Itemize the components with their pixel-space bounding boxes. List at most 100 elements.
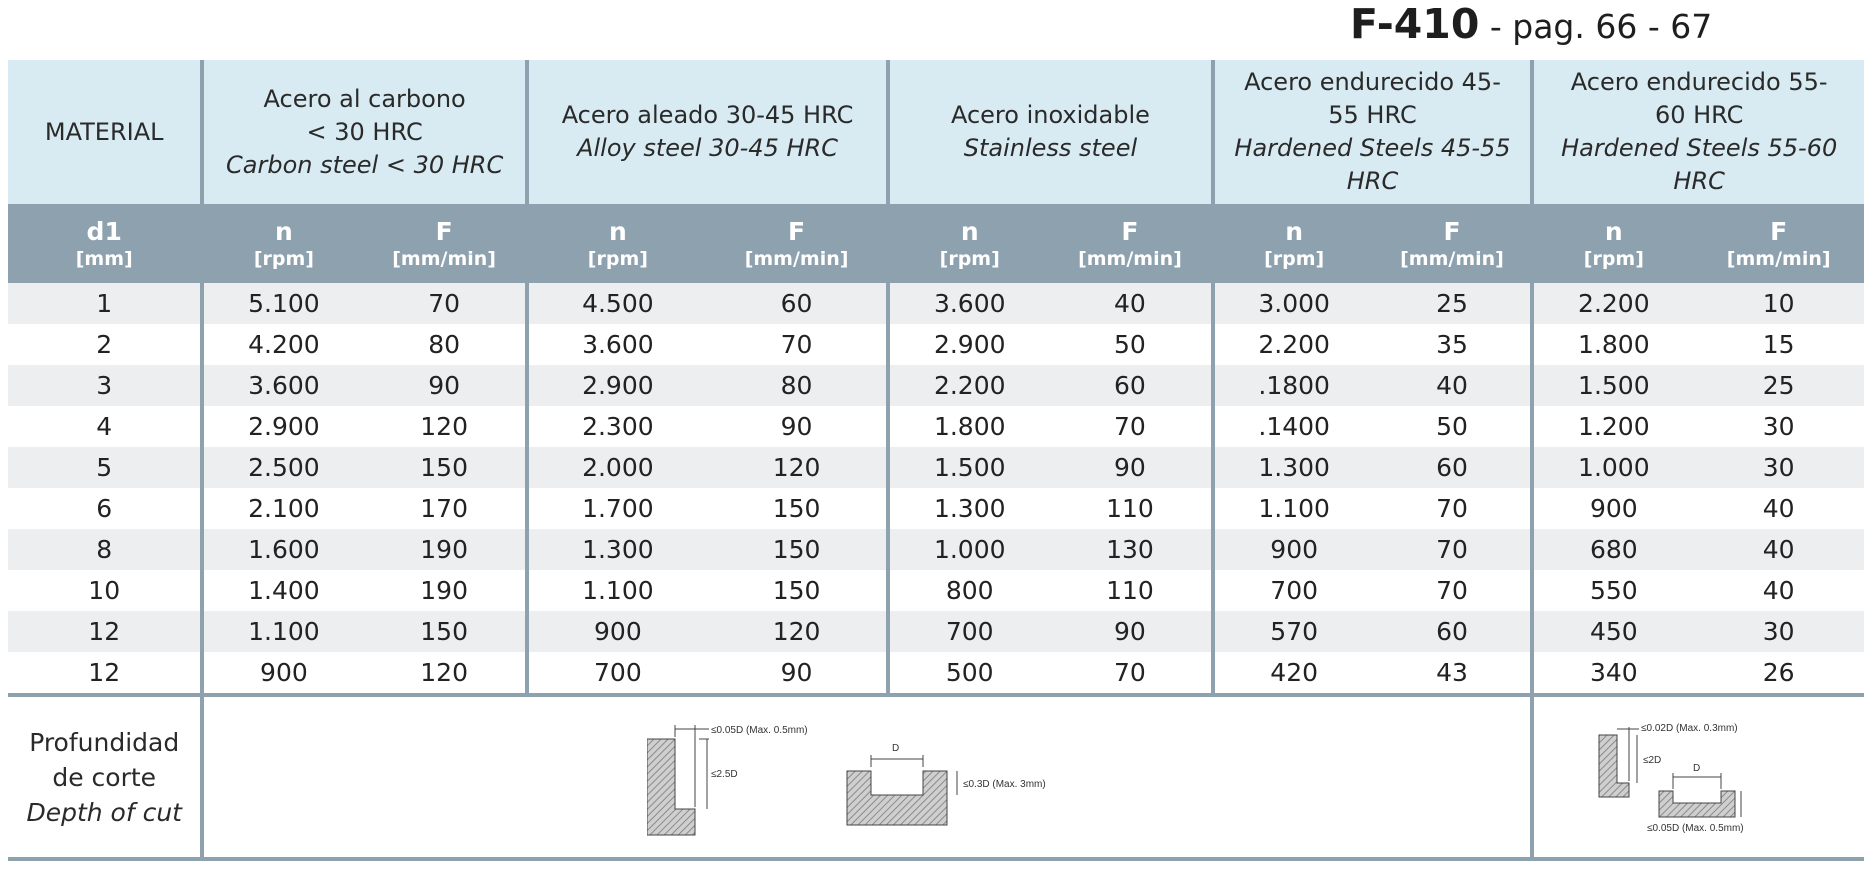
feed-cell: 90 bbox=[706, 652, 889, 697]
rpm-cell: 800 bbox=[886, 570, 1050, 611]
rpm-cell: 1.300 bbox=[1210, 447, 1374, 488]
n-header: n [rpm] bbox=[886, 204, 1050, 283]
material-alloy-steel: Acero aleado 30-45 HRC Alloy steel 30-45… bbox=[524, 60, 889, 204]
hard-d-label: D bbox=[1693, 763, 1700, 774]
rpm-cell: 2.300 bbox=[524, 406, 707, 447]
feed-cell: 90 bbox=[706, 406, 889, 447]
feed-cell: 120 bbox=[363, 652, 527, 697]
rpm-cell: 680 bbox=[1530, 529, 1694, 570]
n-header: n [rpm] bbox=[200, 204, 364, 283]
rpm-cell: .1400 bbox=[1210, 406, 1374, 447]
table-row: 8 1.600 190 1.300 150 1.000 130 900 70 680 40 bbox=[8, 529, 1864, 570]
table-row: 2 4.200 80 3.600 70 2.900 50 2.200 35 1.800 15 bbox=[8, 324, 1864, 365]
feed-cell: 70 bbox=[1049, 406, 1213, 447]
diameter-cell: 8 bbox=[8, 529, 203, 570]
rpm-cell: 3.600 bbox=[886, 283, 1050, 324]
rpm-cell: 2.200 bbox=[886, 365, 1050, 406]
rpm-cell: 900 bbox=[1210, 529, 1374, 570]
rpm-cell: 3.000 bbox=[1210, 283, 1374, 324]
feed-cell: 25 bbox=[1693, 365, 1864, 406]
feed-cell: 60 bbox=[1373, 447, 1533, 488]
diameter-cell: 3 bbox=[8, 365, 203, 406]
feed-cell: 60 bbox=[706, 283, 889, 324]
table-row: 12 900 120 700 90 500 70 420 43 340 26 bbox=[8, 652, 1864, 697]
rpm-cell: 4.500 bbox=[524, 283, 707, 324]
rpm-cell: 500 bbox=[886, 652, 1050, 697]
n-header: n [rpm] bbox=[524, 204, 707, 283]
material-stainless-steel: Acero inoxidable Stainless steel bbox=[886, 60, 1213, 204]
feed-cell: 70 bbox=[1373, 570, 1533, 611]
rpm-cell: 570 bbox=[1210, 611, 1374, 652]
diameter-cell: 6 bbox=[8, 488, 203, 529]
rpm-cell: 1.700 bbox=[524, 488, 707, 529]
f-header: F [mm/min] bbox=[1049, 204, 1213, 283]
rpm-cell: 1.500 bbox=[1530, 365, 1694, 406]
cutting-data-table: MATERIAL Acero al carbono < 30 HRC Carbo… bbox=[8, 60, 1864, 861]
rpm-cell: 900 bbox=[1530, 488, 1694, 529]
rpm-cell: 420 bbox=[1210, 652, 1374, 697]
side-top-label: ≤0.05D (Max. 0.5mm) bbox=[711, 725, 808, 736]
hard-bottom-label: ≤0.05D (Max. 0.5mm) bbox=[1647, 823, 1744, 834]
hard-side-label: ≤2D bbox=[1643, 755, 1661, 766]
table-row: 10 1.400 190 1.100 150 800 110 700 70 550 40 bbox=[8, 570, 1864, 611]
rpm-cell: 2.100 bbox=[200, 488, 364, 529]
feed-cell: 60 bbox=[1049, 365, 1213, 406]
feed-cell: 70 bbox=[1373, 529, 1533, 570]
feed-cell: 70 bbox=[1373, 488, 1533, 529]
rpm-cell: 1.000 bbox=[1530, 447, 1694, 488]
rpm-cell: 5.100 bbox=[200, 283, 364, 324]
f-header: F [mm/min] bbox=[363, 204, 527, 283]
feed-cell: 70 bbox=[1049, 652, 1213, 697]
unit-header-row: d1 [mm] n [rpm] F [mm/min] n [rpm] F [mm/min]… bbox=[8, 204, 1864, 283]
feed-cell: 60 bbox=[1373, 611, 1533, 652]
f-header: F [mm/min] bbox=[1693, 204, 1864, 283]
feed-cell: 150 bbox=[363, 447, 527, 488]
table-row: 12 1.100 150 900 120 700 90 570 60 450 30 bbox=[8, 611, 1864, 652]
feed-cell: 80 bbox=[706, 365, 889, 406]
rpm-cell: 1.800 bbox=[1530, 324, 1694, 365]
d1-header: d1 [mm] bbox=[8, 204, 203, 283]
material-hardened-45-55: Acero endurecido 45- 55 HRC Hardened Ste… bbox=[1210, 60, 1533, 204]
rpm-cell: 900 bbox=[524, 611, 707, 652]
feed-cell: 30 bbox=[1693, 447, 1864, 488]
table-row: 4 2.900 120 2.300 90 1.800 70.1400 50 1.200 30 bbox=[8, 406, 1864, 447]
feed-cell: 25 bbox=[1373, 283, 1533, 324]
feed-cell: 26 bbox=[1693, 652, 1864, 697]
product-code: F-410 bbox=[1350, 0, 1480, 48]
side-milling-diagram: ≤0.05D (Max. 0.5mm) ≤2.5D D ≤0.3D (Max. … bbox=[647, 725, 1046, 836]
page-reference: - pag. 66 - 67 bbox=[1479, 7, 1713, 46]
feed-cell: 40 bbox=[1049, 283, 1213, 324]
rpm-cell: 1.100 bbox=[200, 611, 364, 652]
rpm-cell: 2.000 bbox=[524, 447, 707, 488]
feed-cell: 110 bbox=[1049, 488, 1213, 529]
rpm-cell: 2.200 bbox=[1530, 283, 1694, 324]
rpm-cell: 700 bbox=[1210, 570, 1374, 611]
feed-cell: 43 bbox=[1373, 652, 1533, 697]
rpm-cell: 1.000 bbox=[886, 529, 1050, 570]
f-header: F [mm/min] bbox=[706, 204, 889, 283]
feed-cell: 50 bbox=[1049, 324, 1213, 365]
n-header: n [rpm] bbox=[1210, 204, 1374, 283]
hardened-depth-diagram: ≤0.02D (Max. 0.3mm) ≤2D D ≤0.05D (Max. 0… bbox=[1598, 723, 1744, 834]
page-title: F-410 - pag. 66 - 67 bbox=[1350, 0, 1712, 52]
feed-cell: 40 bbox=[1693, 488, 1864, 529]
diameter-cell: 2 bbox=[8, 324, 203, 365]
diameter-cell: 4 bbox=[8, 406, 203, 447]
feed-cell: 150 bbox=[706, 488, 889, 529]
feed-cell: 70 bbox=[706, 324, 889, 365]
diameter-cell: 12 bbox=[8, 611, 203, 652]
table-row: 3 3.600 90 2.900 80 2.200 60.1800 40 1.500 25 bbox=[8, 365, 1864, 406]
rpm-cell: 900 bbox=[200, 652, 364, 697]
feed-cell: 15 bbox=[1693, 324, 1864, 365]
feed-cell: 90 bbox=[1049, 611, 1213, 652]
depth-diagram-main-cell: ≤0.05D (Max. 0.5mm) ≤2.5D D ≤0.3D (Max. … bbox=[200, 695, 1533, 861]
feed-cell: 70 bbox=[363, 283, 527, 324]
feed-cell: 130 bbox=[1049, 529, 1213, 570]
material-label: MATERIAL bbox=[8, 60, 203, 204]
rpm-cell: 700 bbox=[886, 611, 1050, 652]
table-row: 6 2.100 170 1.700 150 1.300 110 1.100 70 900 40 bbox=[8, 488, 1864, 529]
material-hardened-55-60: Acero endurecido 55- 60 HRC Hardened Ste… bbox=[1530, 60, 1864, 204]
diameter-cell: 10 bbox=[8, 570, 203, 611]
feed-cell: 40 bbox=[1693, 529, 1864, 570]
rpm-cell: 1.300 bbox=[886, 488, 1050, 529]
